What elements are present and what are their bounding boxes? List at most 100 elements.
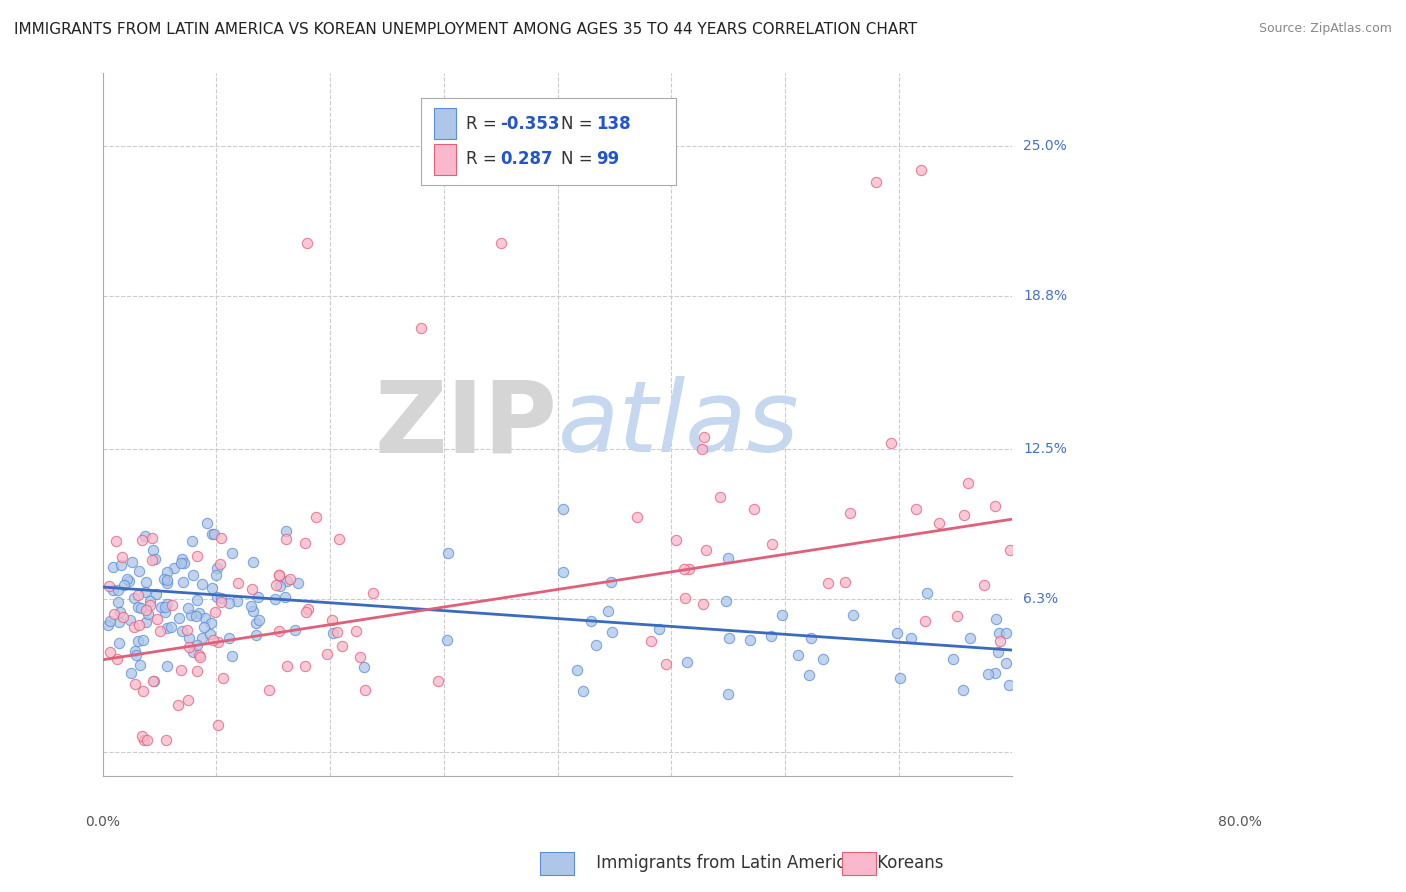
Point bbox=[198, 627, 221, 641]
Point bbox=[207, 718, 229, 732]
Point bbox=[149, 599, 172, 614]
Point bbox=[294, 658, 316, 673]
Text: N =: N = bbox=[561, 151, 598, 169]
Point bbox=[259, 683, 281, 698]
Point bbox=[120, 665, 142, 680]
Point bbox=[207, 635, 229, 649]
Point bbox=[321, 613, 343, 627]
Point bbox=[181, 567, 204, 582]
Point bbox=[177, 693, 200, 707]
Point bbox=[436, 633, 458, 648]
Point bbox=[131, 633, 153, 648]
Point bbox=[127, 600, 149, 615]
Point bbox=[188, 650, 211, 665]
Text: -0.353: -0.353 bbox=[501, 115, 560, 133]
Point bbox=[191, 577, 214, 591]
Text: R =: R = bbox=[465, 151, 502, 169]
Point bbox=[245, 615, 267, 630]
Point bbox=[427, 673, 450, 688]
Point bbox=[655, 657, 678, 672]
Point bbox=[994, 656, 1017, 670]
Point bbox=[209, 532, 232, 546]
Point bbox=[226, 576, 249, 591]
Point bbox=[437, 546, 460, 560]
Point bbox=[108, 615, 131, 630]
Point bbox=[98, 614, 121, 628]
Point bbox=[202, 527, 225, 541]
Point bbox=[122, 620, 145, 634]
Point bbox=[184, 609, 207, 624]
Point bbox=[200, 615, 222, 630]
Point bbox=[209, 591, 232, 606]
Point bbox=[695, 542, 717, 557]
Text: 25.0%: 25.0% bbox=[1024, 139, 1067, 153]
Point bbox=[159, 620, 181, 634]
Point bbox=[131, 533, 153, 547]
Point bbox=[946, 609, 969, 624]
Point bbox=[156, 575, 179, 590]
Point bbox=[567, 663, 589, 677]
Point bbox=[600, 625, 623, 640]
Point bbox=[187, 648, 209, 662]
Point bbox=[163, 561, 186, 575]
Point bbox=[118, 574, 141, 589]
Point bbox=[191, 631, 214, 645]
Point bbox=[274, 533, 297, 547]
Point bbox=[276, 524, 298, 539]
Point bbox=[626, 509, 648, 524]
Point bbox=[900, 631, 922, 645]
Point bbox=[952, 682, 974, 697]
Point bbox=[278, 572, 301, 586]
Point bbox=[988, 634, 1011, 648]
Point bbox=[585, 638, 607, 652]
Point bbox=[155, 732, 177, 747]
Point bbox=[834, 575, 856, 590]
Point bbox=[294, 605, 316, 619]
Point bbox=[914, 614, 936, 628]
Point bbox=[294, 536, 316, 550]
Point bbox=[141, 543, 163, 558]
Point bbox=[97, 579, 120, 593]
Point bbox=[690, 442, 713, 456]
Point bbox=[218, 596, 240, 610]
Point bbox=[297, 601, 319, 615]
Point bbox=[740, 633, 762, 648]
Point bbox=[212, 671, 235, 685]
Point bbox=[218, 631, 240, 645]
Point bbox=[240, 582, 263, 596]
Point bbox=[242, 555, 264, 569]
Point bbox=[983, 499, 1005, 513]
Point bbox=[817, 576, 839, 591]
Point bbox=[145, 587, 167, 601]
Point bbox=[149, 624, 172, 639]
Point bbox=[600, 575, 623, 590]
Text: atlas: atlas bbox=[558, 376, 799, 473]
Point bbox=[648, 622, 671, 636]
Point bbox=[269, 579, 291, 593]
Text: Source: ZipAtlas.com: Source: ZipAtlas.com bbox=[1258, 22, 1392, 36]
Point bbox=[156, 659, 179, 673]
Point bbox=[322, 626, 344, 640]
Text: 99: 99 bbox=[596, 151, 619, 169]
Point bbox=[984, 612, 1007, 626]
Point bbox=[181, 645, 204, 659]
Point bbox=[354, 683, 377, 698]
Point bbox=[297, 235, 319, 250]
Text: 12.5%: 12.5% bbox=[1024, 442, 1067, 456]
Point bbox=[692, 430, 714, 444]
Point bbox=[105, 652, 128, 666]
Point bbox=[127, 588, 149, 602]
Point bbox=[156, 621, 179, 635]
Point bbox=[276, 574, 298, 588]
Point bbox=[195, 516, 218, 531]
Point bbox=[326, 625, 349, 640]
Point bbox=[987, 645, 1010, 659]
Point bbox=[129, 658, 152, 673]
Point bbox=[221, 648, 243, 663]
Point bbox=[761, 537, 783, 551]
Point bbox=[247, 613, 270, 627]
Point bbox=[353, 660, 375, 674]
Text: Immigrants from Latin America: Immigrants from Latin America bbox=[591, 855, 855, 872]
Text: 138: 138 bbox=[596, 115, 630, 133]
Point bbox=[995, 626, 1018, 640]
